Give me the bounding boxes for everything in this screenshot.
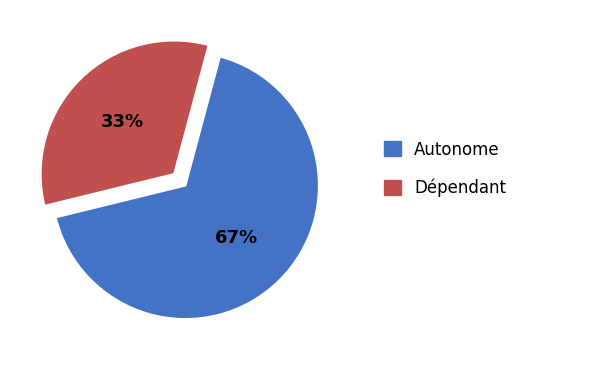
Wedge shape	[56, 56, 319, 319]
Legend: Autonome, Dépendant: Autonome, Dépendant	[377, 134, 512, 204]
Text: 33%: 33%	[101, 112, 144, 131]
Text: 67%: 67%	[215, 229, 258, 247]
Wedge shape	[41, 40, 209, 206]
